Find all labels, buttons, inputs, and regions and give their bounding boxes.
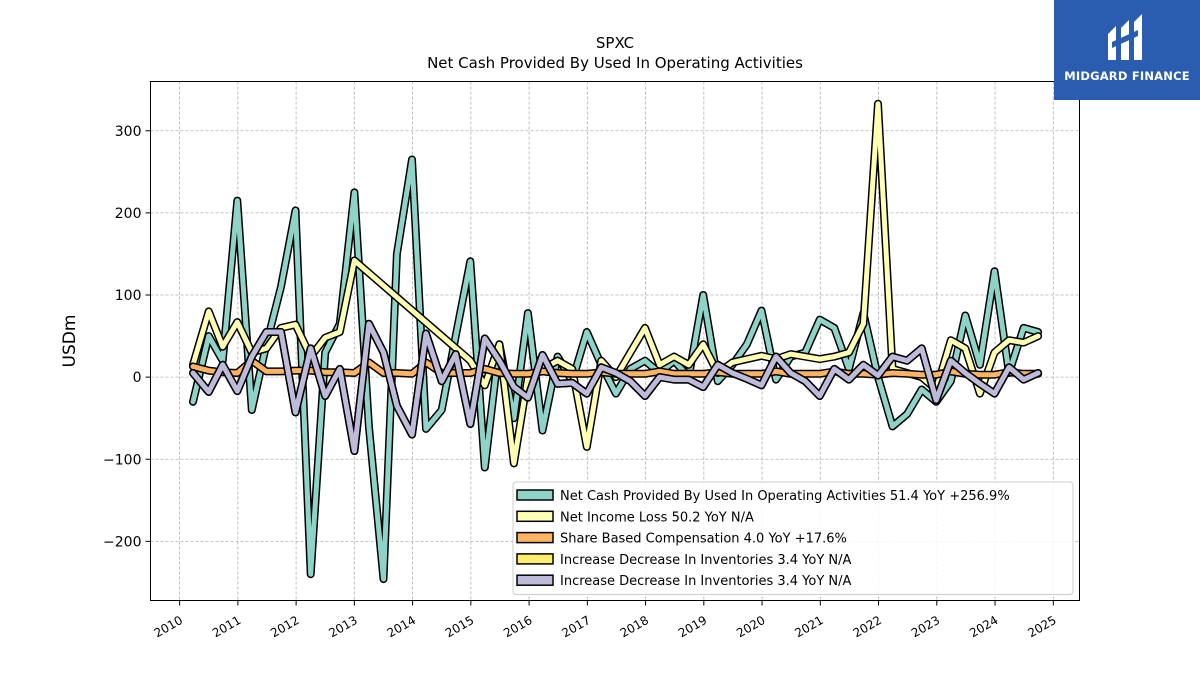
legend-label: Share Based Compensation 4.0 YoY +17.6% bbox=[560, 532, 847, 547]
y-tick-label: 100 bbox=[115, 288, 142, 304]
plot-frame bbox=[150, 81, 1080, 601]
logo-text: MIDGARD FINANCE bbox=[1064, 69, 1190, 83]
chart-title: SPXC bbox=[596, 34, 634, 52]
x-tick-label: 2025 bbox=[1025, 613, 1058, 640]
legend-swatch bbox=[516, 489, 554, 501]
legend-swatch bbox=[516, 510, 554, 523]
series-lines bbox=[189, 99, 1043, 584]
series-line-4 bbox=[190, 321, 1041, 454]
legend-swatch bbox=[516, 531, 554, 544]
legend-label: Increase Decrease In Inventories 3.4 YoY… bbox=[560, 553, 852, 568]
midgard-logo-icon bbox=[1108, 14, 1142, 60]
x-tick-label: 2023 bbox=[909, 613, 942, 640]
x-tick-label: 2018 bbox=[618, 613, 651, 640]
y-tick-label: 200 bbox=[115, 206, 142, 222]
y-tick-label: −200 bbox=[103, 534, 141, 550]
x-tick-label: 2017 bbox=[559, 613, 592, 640]
legend-label: Net Income Loss 50.2 YoY N/A bbox=[560, 510, 754, 525]
x-tick-label: 2010 bbox=[152, 613, 185, 640]
y-tick-label: −100 bbox=[103, 452, 141, 468]
x-tick-label: 2015 bbox=[443, 613, 476, 640]
x-tick-label: 2022 bbox=[851, 613, 884, 640]
x-tick-label: 2019 bbox=[676, 613, 709, 640]
legend-swatch bbox=[516, 553, 554, 565]
y-axis-label: USDm bbox=[60, 315, 80, 368]
x-tick-label: 2012 bbox=[268, 613, 301, 640]
legend-swatch bbox=[516, 574, 554, 586]
x-tick-label: 2014 bbox=[385, 613, 418, 640]
x-tick-label: 2016 bbox=[501, 613, 534, 640]
x-tick-label: 2013 bbox=[326, 613, 359, 640]
y-tick-label: 300 bbox=[115, 124, 142, 140]
x-tick-label: 2020 bbox=[734, 613, 767, 640]
legend-box bbox=[512, 481, 1074, 595]
legend-label: Increase Decrease In Inventories 3.4 YoY… bbox=[560, 574, 852, 589]
legend: Net Cash Provided By Used In Operating A… bbox=[512, 481, 1074, 595]
chart-subtitle: Net Cash Provided By Used In Operating A… bbox=[427, 54, 803, 72]
legend-label: Net Cash Provided By Used In Operating A… bbox=[560, 489, 1010, 504]
x-tick-label: 2011 bbox=[210, 613, 243, 640]
y-tick-label: 0 bbox=[133, 370, 142, 386]
x-tick-label: 2024 bbox=[967, 613, 1000, 640]
x-tick-label: 2021 bbox=[792, 613, 825, 640]
brand-logo: MIDGARD FINANCE bbox=[1054, 0, 1200, 100]
